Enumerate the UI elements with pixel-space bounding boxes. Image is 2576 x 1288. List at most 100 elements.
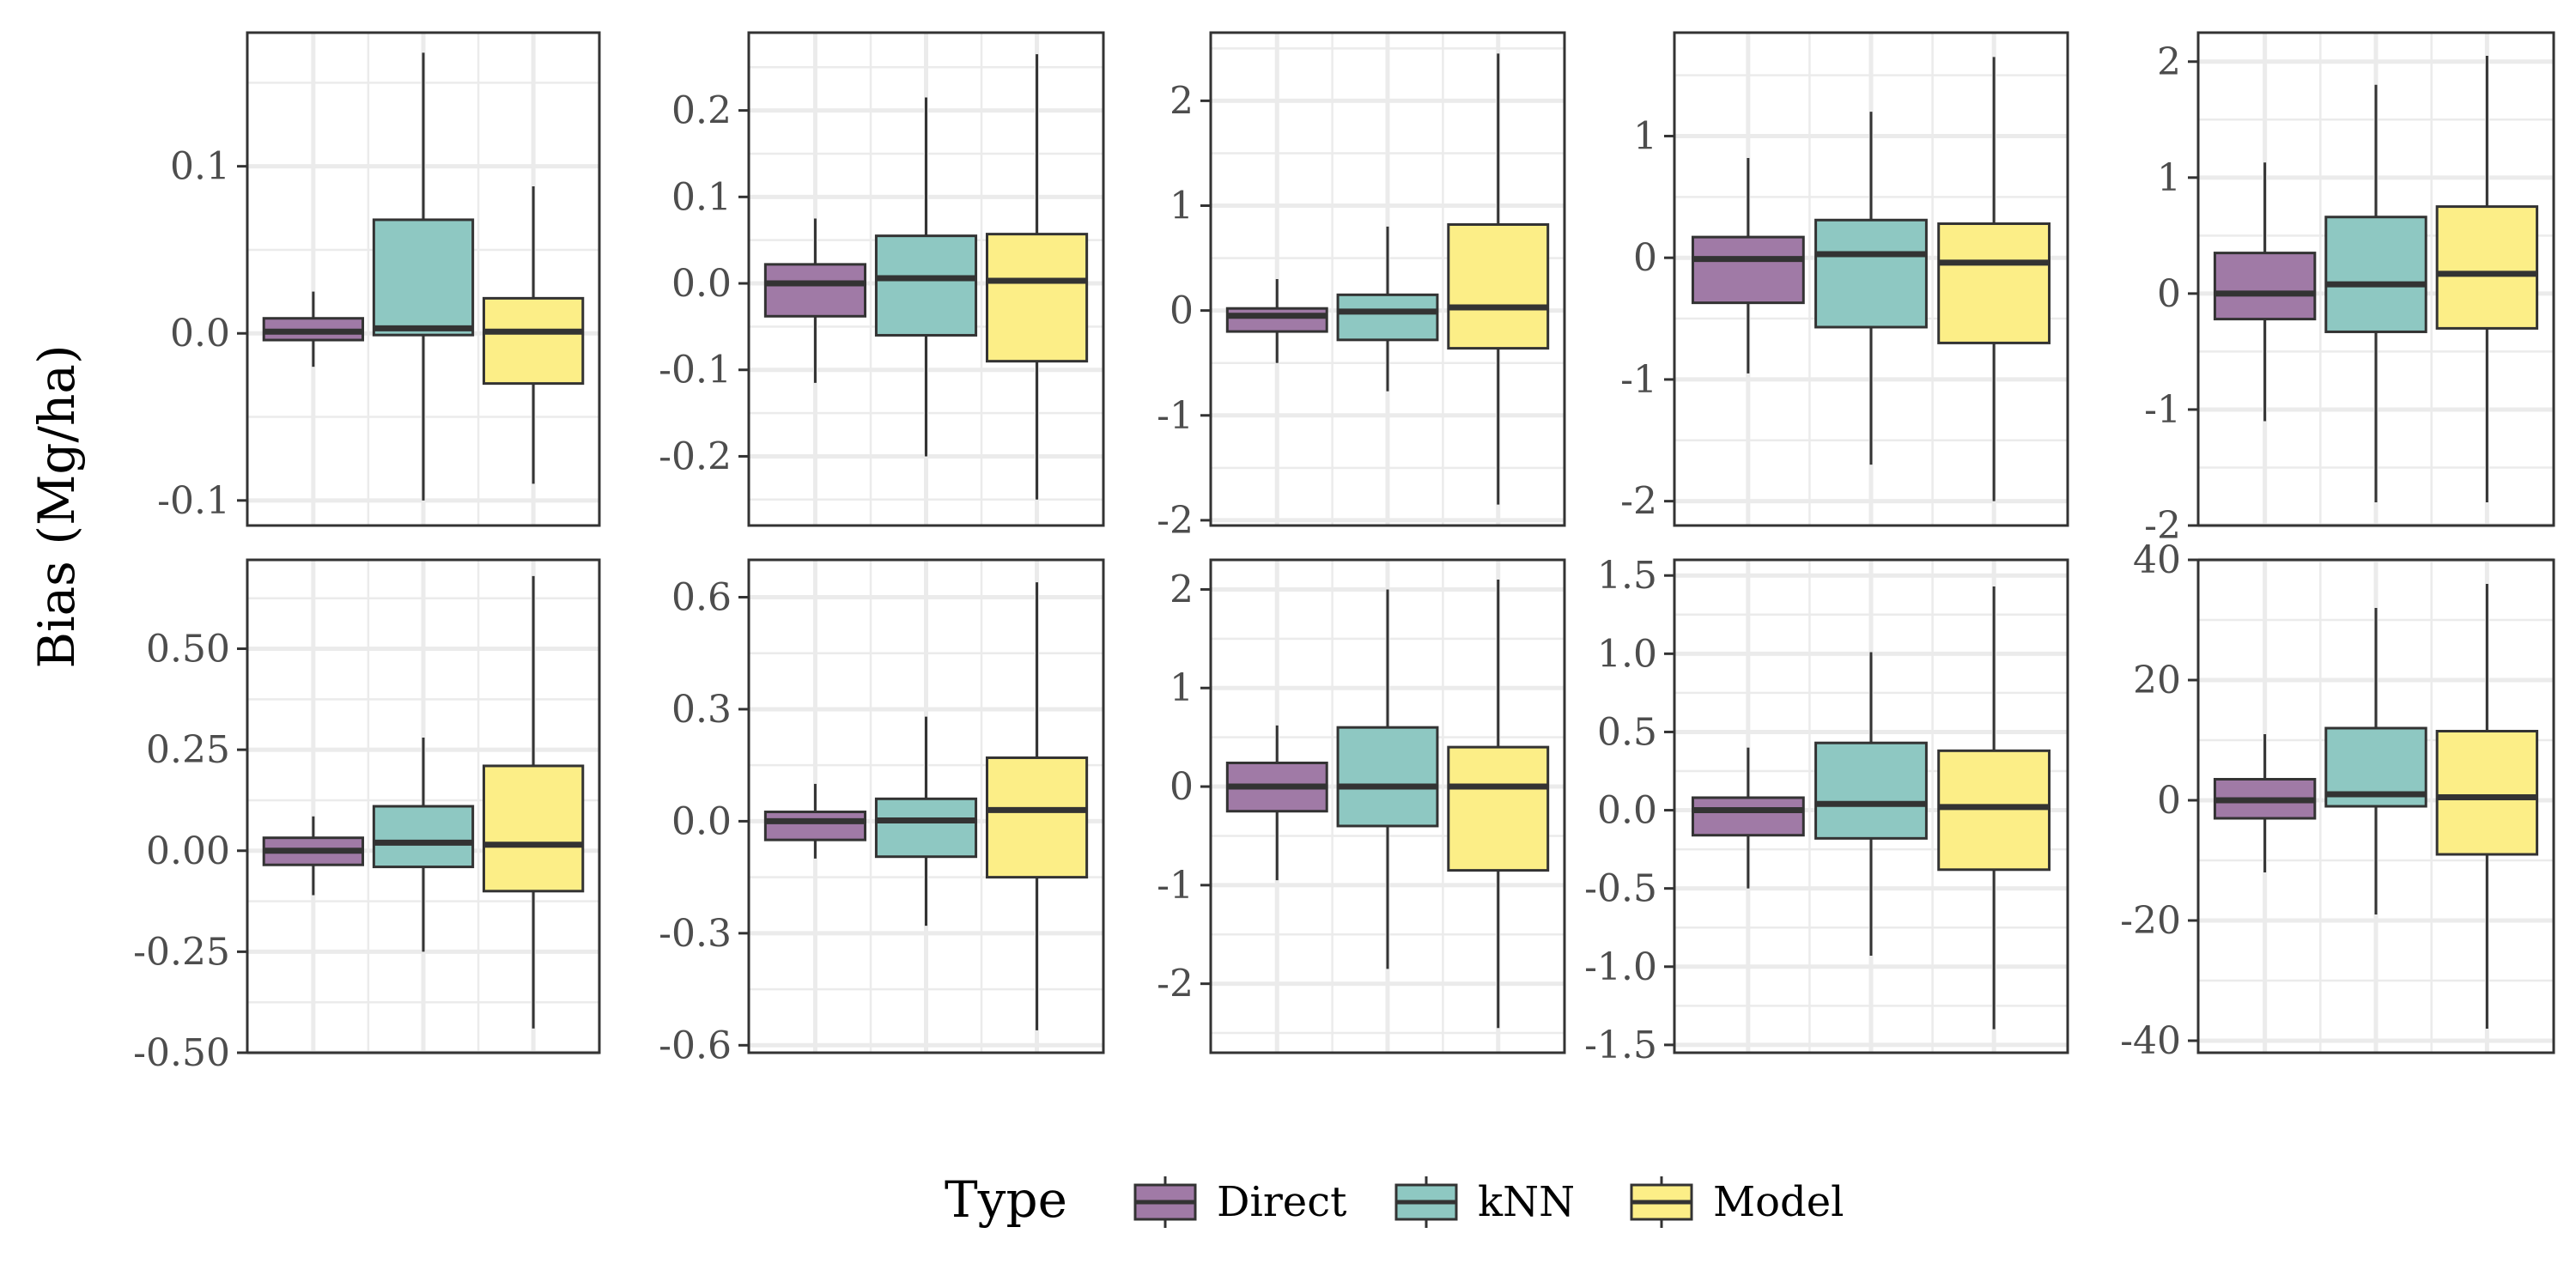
- y-tick-label: 0.0: [1597, 789, 1657, 833]
- box-direct: [763, 783, 867, 859]
- y-tick-label: -0.1: [157, 479, 230, 523]
- y-tick-label: 0.6: [671, 575, 732, 619]
- box-model: [482, 186, 585, 484]
- iqr-box: [874, 797, 978, 859]
- y-tick-label: 1.0: [1597, 632, 1657, 676]
- y-tick-label: 1: [2157, 156, 2181, 200]
- panel-border: [747, 558, 1105, 1054]
- y-tick-label: -1.5: [1584, 1024, 1657, 1067]
- legend-entry-knn: kNN: [1394, 1176, 1575, 1228]
- y-tick-label: -1.0: [1584, 945, 1657, 989]
- y-tick-label: 0.0: [170, 312, 230, 355]
- box-model: [985, 54, 1089, 500]
- y-tick-label: 0.25: [146, 728, 230, 772]
- legend-title: Type: [945, 1170, 1067, 1229]
- y-tick-label: -2: [2144, 504, 2181, 548]
- legend-label: Model: [1713, 1178, 1844, 1226]
- y-tick-label: -0.3: [659, 912, 732, 956]
- box-knn: [1814, 652, 1928, 957]
- legend-label: Direct: [1217, 1178, 1346, 1226]
- y-tick-label: -1: [1157, 394, 1194, 438]
- iqr-box: [2213, 252, 2317, 321]
- box-direct: [1691, 157, 1805, 374]
- iqr-box: [763, 263, 867, 318]
- box-direct: [1225, 725, 1328, 881]
- box-model: [1447, 579, 1550, 1029]
- iqr-box: [1814, 218, 1928, 329]
- panel-border: [246, 558, 601, 1054]
- box-knn: [1814, 112, 1928, 465]
- y-tick-label: 0.0: [671, 799, 732, 843]
- legend-entry-direct: Direct: [1133, 1176, 1346, 1228]
- iqr-box: [985, 233, 1089, 363]
- iqr-box: [1336, 726, 1439, 828]
- box-model: [482, 575, 585, 1029]
- legend-label: kNN: [1478, 1178, 1575, 1226]
- panel-8: -2 -1 0 1 2: [1157, 558, 1566, 1054]
- panel-1: -0.1 0.0 0.1: [157, 31, 601, 527]
- y-tick-label: -0.5: [1584, 867, 1657, 911]
- iqr-box: [482, 764, 585, 893]
- y-tick-label: 0: [1170, 289, 1194, 333]
- iqr-box: [1814, 741, 1928, 840]
- y-tick-label: 2: [1170, 79, 1194, 123]
- y-tick-label: 2: [2157, 40, 2181, 84]
- y-tick-label: 2: [1170, 568, 1194, 611]
- iqr-box: [763, 811, 867, 841]
- y-tick-label: 0.0: [671, 262, 732, 306]
- y-tick-label: -2: [1157, 963, 1194, 1006]
- y-tick-label: -0.2: [659, 434, 732, 478]
- panel-grid: -0.1 0.0 0.1 -0.2 -0.1 0.0 0.1 0.2 -2 -1 0 1 2 -2 -1 0 1…: [133, 31, 2555, 1075]
- panel-border: [1673, 558, 2069, 1054]
- y-tick-label: 0.50: [146, 628, 230, 671]
- iqr-box: [372, 805, 475, 869]
- y-tick-label: -2: [1620, 480, 1657, 524]
- box-knn: [372, 738, 475, 952]
- panel-border: [2196, 31, 2555, 527]
- box-model: [2435, 584, 2539, 1029]
- box-knn: [372, 52, 475, 501]
- iqr-box: [2435, 205, 2539, 330]
- panel-border: [747, 31, 1105, 527]
- box-direct: [2213, 162, 2317, 422]
- y-tick-label: -0.1: [659, 349, 732, 392]
- box-model: [1937, 586, 2051, 1030]
- y-tick-label: 0.1: [671, 175, 732, 219]
- y-tick-label: -0.25: [133, 930, 230, 974]
- y-tick-label: 0.00: [146, 829, 230, 873]
- iqr-box: [874, 234, 978, 337]
- y-tick-label: 20: [2133, 659, 2181, 702]
- box-model: [985, 582, 1089, 1030]
- panel-border: [246, 31, 601, 527]
- y-tick-label: 1: [1170, 666, 1194, 710]
- box-knn: [1336, 589, 1439, 969]
- y-tick-label: 0: [1170, 765, 1194, 809]
- legend-entry-model: Model: [1630, 1176, 1844, 1228]
- y-tick-label: -1: [2144, 388, 2181, 432]
- box-knn: [874, 716, 978, 927]
- panel-border: [1209, 558, 1566, 1054]
- panel-3: -2 -1 0 1 2: [1157, 31, 1566, 543]
- y-tick-label: -40: [2120, 1019, 2181, 1063]
- box-direct: [2213, 734, 2317, 872]
- y-tick-label: 0: [2157, 272, 2181, 316]
- box-direct: [262, 816, 365, 896]
- y-tick-label: 0.3: [671, 688, 732, 732]
- iqr-box: [1937, 749, 2051, 872]
- panel-4: -2 -1 0 1: [1620, 31, 2069, 527]
- panel-5: -2 -1 0 1 2: [2144, 31, 2555, 548]
- iqr-box: [2435, 730, 2539, 856]
- y-tick-label: -2: [1157, 499, 1194, 543]
- panel-border: [1209, 31, 1566, 527]
- box-knn: [1336, 226, 1439, 392]
- y-tick-label: 0: [2157, 779, 2181, 823]
- box-direct: [1691, 747, 1805, 889]
- iqr-box: [482, 296, 585, 386]
- y-tick-label: 1.5: [1597, 554, 1657, 598]
- y-tick-label: -0.50: [133, 1031, 230, 1075]
- box-knn: [2324, 608, 2427, 914]
- panel-border: [2196, 558, 2555, 1054]
- box-knn: [874, 97, 978, 457]
- iqr-box: [985, 756, 1089, 879]
